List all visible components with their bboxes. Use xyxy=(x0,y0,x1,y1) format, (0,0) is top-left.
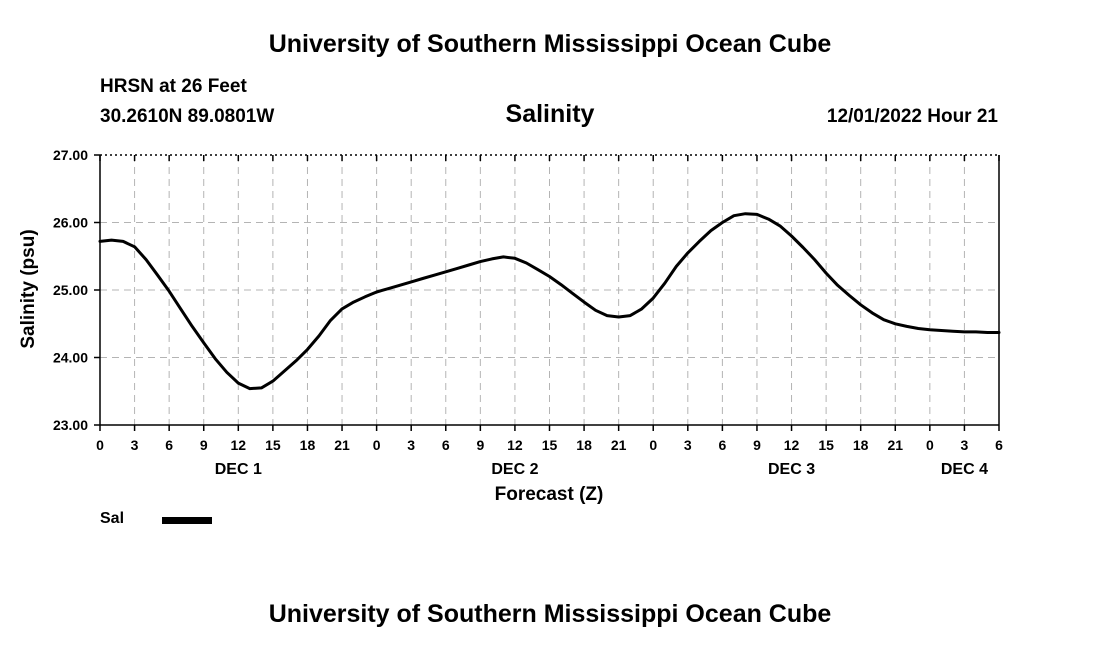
x-tick-label: 6 xyxy=(718,437,726,453)
x-tick-label: 21 xyxy=(887,437,903,453)
x-tick-label: 15 xyxy=(818,437,834,453)
y-tick-label: 27.00 xyxy=(53,147,88,163)
x-tick-label: 18 xyxy=(576,437,592,453)
x-tick-label: 3 xyxy=(961,437,969,453)
x-tick-label: 0 xyxy=(649,437,657,453)
y-tick-label: 26.00 xyxy=(53,215,88,231)
x-tick-label: 18 xyxy=(853,437,869,453)
y-axis-label: Salinity (psu) xyxy=(18,229,39,348)
y-tick-label: 25.00 xyxy=(53,282,88,298)
x-tick-label: 9 xyxy=(476,437,484,453)
x-tick-label: 0 xyxy=(373,437,381,453)
chart-title-bottom: University of Southern Mississippi Ocean… xyxy=(268,600,832,628)
x-tick-label: 12 xyxy=(231,437,247,453)
series xyxy=(98,212,1001,391)
legend-label: Sal xyxy=(100,510,125,527)
x-tick-label: 12 xyxy=(784,437,800,453)
station-coordinates: 30.2610N 89.0801W xyxy=(100,106,275,127)
x-tick-label: 3 xyxy=(407,437,415,453)
x-tick-label: 9 xyxy=(753,437,761,453)
chart-subtitle: Salinity xyxy=(505,100,595,128)
x-day-label: DEC 3 xyxy=(768,461,815,478)
forecast-datetime: 12/01/2022 Hour 21 xyxy=(826,106,998,127)
x-tick-label: 15 xyxy=(542,437,558,453)
x-tick-label: 12 xyxy=(507,437,523,453)
x-day-label: DEC 1 xyxy=(215,461,262,478)
grid xyxy=(100,155,999,425)
series-line-sal xyxy=(98,212,1001,391)
x-tick-label: 6 xyxy=(995,437,1003,453)
x-tick-label: 21 xyxy=(334,437,350,453)
x-tick-label: 0 xyxy=(96,437,104,453)
x-axis-label: Forecast (Z) xyxy=(495,484,604,505)
x-tick-label: 9 xyxy=(200,437,208,453)
x-day-label: DEC 2 xyxy=(491,461,538,478)
x-tick-label: 15 xyxy=(265,437,281,453)
x-tick-label: 3 xyxy=(131,437,139,453)
x-tick-label: 21 xyxy=(611,437,627,453)
chart-title-top: University of Southern Mississippi Ocean… xyxy=(268,30,832,58)
x-tick-label: 3 xyxy=(684,437,692,453)
legend-swatch xyxy=(162,517,212,524)
x-tick-label: 6 xyxy=(442,437,450,453)
y-tick-label: 23.00 xyxy=(53,417,88,433)
x-tick-label: 18 xyxy=(300,437,316,453)
x-tick-label: 0 xyxy=(926,437,934,453)
station-label: HRSN at 26 Feet xyxy=(100,76,247,97)
x-tick-label: 6 xyxy=(165,437,173,453)
x-day-label: DEC 4 xyxy=(941,461,988,478)
y-tick-label: 24.00 xyxy=(53,350,88,366)
ticks: 23.00 24.00 25.00 26.00 27.00 0 3 6 9 12 15 18 21 0 3 6… xyxy=(53,147,1003,478)
